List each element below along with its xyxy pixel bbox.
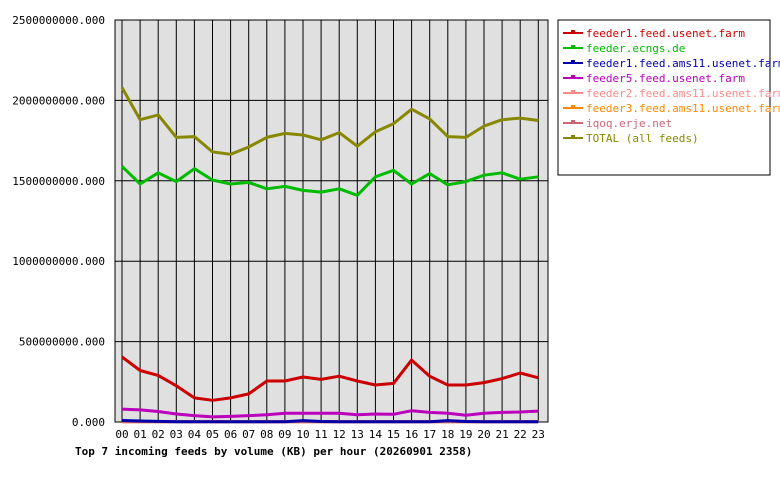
x-tick-label: 11	[314, 428, 327, 441]
chart-title: Top 7 incoming feeds by volume (KB) per …	[75, 445, 472, 458]
x-tick-label: 10	[296, 428, 309, 441]
legend-marker-feeder2-feed-ams11-usenet-farm	[571, 90, 575, 94]
legend-marker-feeder1-feed-ams11-usenet-farm	[571, 60, 575, 64]
legend-marker-total-all-feeds	[571, 135, 575, 139]
series-lines	[120, 86, 539, 424]
legend-label-iqoq-erje-net: iqoq.erje.net	[586, 117, 672, 130]
x-tick-label: 09	[278, 428, 291, 441]
x-tick-label: 22	[514, 428, 527, 441]
series-line-feeder5-feed-usenet-farm	[121, 407, 539, 419]
x-tick-label: 06	[224, 428, 237, 441]
y-tick-label: 2000000000.000	[12, 94, 105, 107]
y-axis-tick-labels: 0.000 500000000.000 1000000000.000 15000000…	[12, 14, 105, 429]
series-line-feeder-ecngs-de	[120, 165, 539, 197]
y-tick-label: 1000000000.000	[12, 255, 105, 268]
x-axis-tick-labels: 00 01 02 03 04 05 06 07 08 09 10 11 12 13 14 15 16 17 18 19…	[115, 428, 545, 441]
x-tick-label: 04	[188, 428, 202, 441]
x-tick-label: 18	[441, 428, 454, 441]
x-tick-label: 05	[206, 428, 219, 441]
legend-label-feeder2-feed-ams11-usenet-farm: feeder2.feed.ams11.usenet.farm	[586, 87, 780, 100]
y-tick-label: 2500000000.000	[12, 14, 105, 27]
legend-box	[557, 19, 771, 176]
x-tick-label: 08	[260, 428, 273, 441]
legend-label-feeder3-feed-ams11-usenet-farm: feeder3.feed.ams11.usenet.farm	[586, 102, 780, 115]
x-tick-label: 07	[242, 428, 255, 441]
x-tick-label: 19	[459, 428, 472, 441]
series-line-feeder1-feed-ams11-usenet-farm	[121, 418, 539, 424]
series-line-feeder1-feed-usenet-farm	[121, 355, 539, 402]
x-tick-label: 16	[405, 428, 418, 441]
series-line-total-all-feeds	[120, 86, 539, 156]
y-tick-label: 0.000	[72, 416, 105, 429]
x-tick-label: 03	[170, 428, 183, 441]
y-tick-label: 500000000.000	[19, 336, 105, 349]
legend-label-feeder1-feed-usenet-farm: feeder1.feed.usenet.farm	[586, 27, 745, 40]
legend-marker-feeder5-feed-usenet-farm	[571, 75, 575, 79]
x-tick-label: 23	[532, 428, 545, 441]
x-tick-label: 20	[477, 428, 490, 441]
legend-marker-feeder-ecngs-de	[571, 45, 575, 49]
x-tick-label: 15	[387, 428, 400, 441]
x-tick-label: 01	[133, 428, 146, 441]
legend: feeder1.feed.usenet.farm feeder.ecngs.de f…	[557, 19, 780, 176]
x-tick-label: 21	[495, 428, 508, 441]
x-tick-label: 00	[115, 428, 128, 441]
x-tick-label: 12	[333, 428, 346, 441]
legend-marker-iqoq-erje-net	[571, 120, 575, 124]
legend-label-feeder1-feed-ams11-usenet-farm: feeder1.feed.ams11.usenet.farm	[586, 57, 780, 70]
legend-label-feeder-ecngs-de: feeder.ecngs.de	[586, 42, 685, 55]
legend-marker-feeder3-feed-ams11-usenet-farm	[571, 105, 575, 109]
x-tick-label: 17	[423, 428, 436, 441]
legend-label-total-all-feeds: TOTAL (all feeds)	[586, 132, 699, 145]
x-tick-label: 14	[369, 428, 383, 441]
legend-label-feeder5-feed-usenet-farm: feeder5.feed.usenet.farm	[586, 72, 745, 85]
x-tick-label: 02	[152, 428, 165, 441]
x-tick-label: 13	[351, 428, 364, 441]
legend-marker-feeder1-feed-usenet-farm	[571, 30, 575, 34]
plot-background	[114, 19, 549, 423]
y-tick-label: 1500000000.000	[12, 175, 105, 188]
